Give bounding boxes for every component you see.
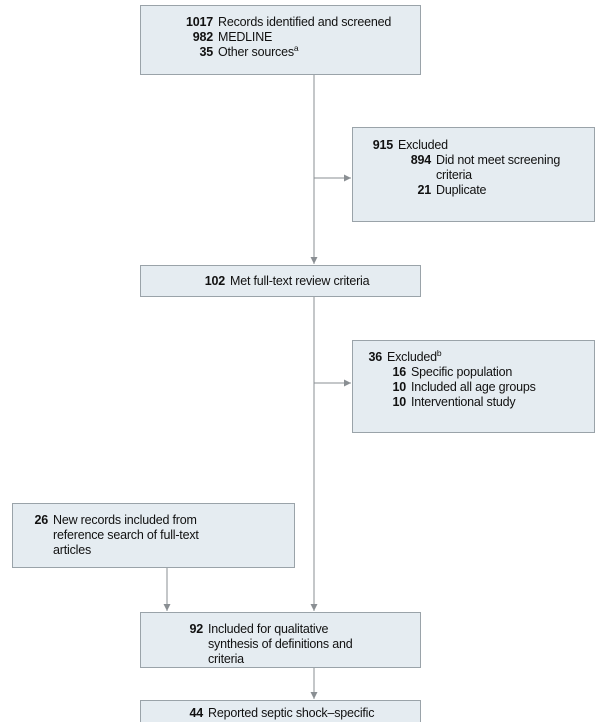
item-row: 915 Excluded [363,138,590,153]
item-row: 10 Included all age groups [388,380,590,395]
label: Records identified and screened [218,15,410,30]
label-text: Interventional study [411,395,516,409]
label: Included all age groups [411,380,590,395]
label: Duplicate [436,183,590,198]
item-row: 21 Duplicate [401,183,590,198]
box-full-text: 102 Met full-text review criteria [140,265,421,297]
count: 16 [392,365,406,379]
label-text: Specific population [411,365,513,379]
label-text: New records included from reference sear… [53,513,199,557]
item-row: 982 MEDLINE [177,30,410,45]
label-text: MEDLINE [218,30,273,44]
label-text: Excluded [387,350,437,364]
box-new-records: 26 New records included from reference se… [12,503,295,568]
label: Excludedb [387,348,590,365]
count: 1017 [185,15,213,29]
count: 92 [189,622,203,636]
box-qualitative: 92 Included for qualitative synthesis of … [140,612,421,668]
item-row: 35 Other sourcesa [177,43,410,60]
item-row: 92 Included for qualitative synthesis of … [185,622,360,667]
box-excluded-full-text: 36 Excludedb 16 Specific population 10 Includ… [352,340,595,433]
label: Specific population [411,365,590,380]
label-text: Excluded [398,138,448,152]
label: Included for qualitative synthesis of de… [208,622,360,667]
item-row: 26 New records included from reference se… [30,513,224,558]
count: 102 [204,274,225,288]
count: 10 [392,395,406,409]
item-row: 10 Interventional study [388,395,590,410]
label-text: Met full-text review criteria [230,274,370,288]
count: 982 [192,30,213,44]
count: 26 [34,513,48,527]
item-row: 894 Did not meet screening criteria [401,153,590,183]
box-quantitative: 44 Reported septic shock–specific mortali… [140,700,421,722]
label: Excluded [398,138,590,153]
box-screened: 1017 Records identified and screened 982 ME… [140,5,421,75]
label: Interventional study [411,395,590,410]
label: New records included from reference sear… [53,513,224,558]
item-row: 1017 Records identified and screened [177,15,410,30]
label-text: Included for qualitative synthesis of de… [208,622,353,666]
item-row: 16 Specific population [388,365,590,380]
count: 894 [410,153,431,167]
box-excluded-screening: 915 Excluded 894 Did not meet screening cri… [352,127,595,222]
count: 44 [189,706,203,720]
label-text: Other sources [218,45,294,59]
label-text: Did not meet screening criteria [436,153,561,182]
label: Met full-text review criteria [230,274,410,289]
label: Other sourcesa [218,43,410,60]
label-text: Records identified and screened [218,15,392,29]
label-text: Reported septic shock–specific mortality… [208,706,375,722]
label-text: Duplicate [436,183,487,197]
footnote-mark: b [436,348,442,358]
item-row: 44 Reported septic shock–specific mortali… [185,706,380,722]
item-row: 36 Excludedb [364,348,590,365]
count: 36 [368,350,382,364]
label: MEDLINE [218,30,410,45]
label: Did not meet screening criteria [436,153,590,183]
count: 21 [417,183,431,197]
label-text: Included all age groups [411,380,536,394]
count: 915 [372,138,393,152]
item-row: 102 Met full-text review criteria [199,274,410,289]
count: 35 [199,45,213,59]
count: 10 [392,380,406,394]
label: Reported septic shock–specific mortality… [208,706,380,722]
footnote-mark: a [293,43,299,53]
